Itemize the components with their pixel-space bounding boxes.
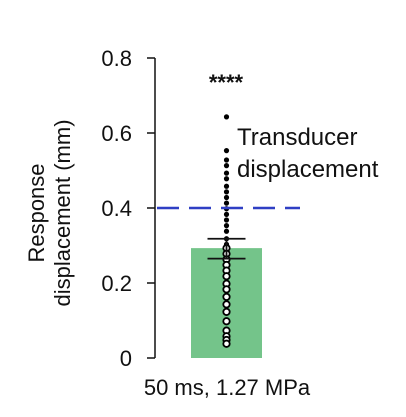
data-point	[223, 148, 230, 154]
reference-line-label-line1: Transducer	[237, 124, 358, 151]
x-tick-label: 50 ms, 1.27 MPa	[144, 375, 311, 400]
data-point	[223, 211, 230, 217]
data-point	[223, 114, 230, 120]
data-point	[223, 194, 230, 201]
y-tick-label: 0.6	[101, 121, 132, 146]
data-point	[223, 223, 230, 229]
y-axis-label-line2: displacement (mm)	[50, 119, 75, 306]
y-tick-label: 0	[120, 346, 132, 371]
data-point	[223, 217, 230, 223]
data-point	[222, 339, 231, 348]
y-tick-label: 0.4	[101, 196, 132, 221]
data-point	[222, 300, 231, 309]
data-point	[222, 292, 231, 301]
significance-label: ****	[209, 70, 244, 95]
data-point	[223, 200, 230, 206]
data-points	[222, 114, 231, 348]
data-point	[223, 163, 230, 169]
data-point	[223, 157, 230, 163]
data-point	[223, 189, 230, 195]
data-point	[222, 307, 231, 316]
data-point	[222, 285, 231, 294]
x-ticks: 50 ms, 1.27 MPa	[144, 375, 311, 400]
data-point	[223, 228, 230, 234]
reference-line-label-line2: displacement	[237, 156, 379, 183]
data-point	[222, 272, 231, 281]
error-bar	[207, 237, 246, 260]
data-point	[222, 317, 231, 326]
data-point	[223, 183, 230, 189]
y-ticks: 0 0.2 0.4 0.6 0.8	[101, 46, 155, 371]
y-tick-label: 0.2	[101, 271, 132, 296]
data-point	[223, 176, 230, 182]
data-point	[223, 170, 230, 176]
y-axis-label-line1: Response	[24, 163, 49, 262]
y-tick-label: 0.8	[101, 46, 132, 71]
